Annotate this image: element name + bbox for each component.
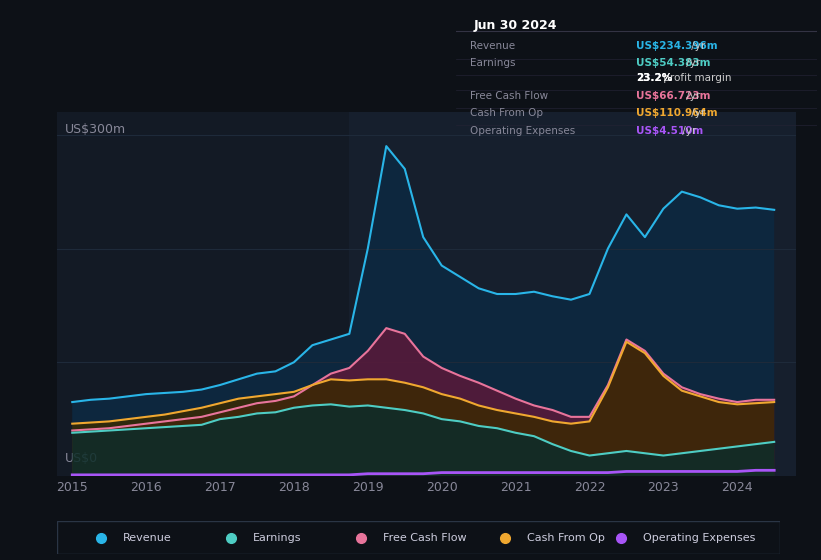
Text: /yr: /yr: [688, 108, 705, 118]
Text: 23.2%: 23.2%: [636, 73, 672, 83]
Text: Cash From Op: Cash From Op: [470, 108, 544, 118]
Text: Operating Expenses: Operating Expenses: [470, 126, 576, 136]
Text: /yr: /yr: [688, 41, 705, 52]
Bar: [349, 112, 796, 476]
Text: US$54.383m: US$54.383m: [636, 58, 711, 68]
Text: US$300m: US$300m: [65, 123, 126, 136]
Text: Earnings: Earnings: [253, 533, 301, 543]
Text: Free Cash Flow: Free Cash Flow: [383, 533, 466, 543]
Text: Revenue: Revenue: [122, 533, 172, 543]
Text: US$110.964m: US$110.964m: [636, 108, 718, 118]
Text: US$0: US$0: [65, 452, 98, 465]
Text: US$4.510m: US$4.510m: [636, 126, 704, 136]
Text: /yr: /yr: [683, 58, 700, 68]
Text: Jun 30 2024: Jun 30 2024: [474, 19, 557, 32]
Text: 23.2%: 23.2%: [636, 73, 672, 83]
Text: /yr: /yr: [678, 126, 695, 136]
Text: Free Cash Flow: Free Cash Flow: [470, 91, 548, 101]
Text: Revenue: Revenue: [470, 41, 516, 52]
Text: Earnings: Earnings: [470, 58, 516, 68]
Text: US$66.723m: US$66.723m: [636, 91, 711, 101]
Text: /yr: /yr: [683, 91, 700, 101]
Text: US$234.396m: US$234.396m: [636, 41, 718, 52]
Text: profit margin: profit margin: [660, 73, 732, 83]
Text: Cash From Op: Cash From Op: [527, 533, 605, 543]
Text: Operating Expenses: Operating Expenses: [643, 533, 755, 543]
